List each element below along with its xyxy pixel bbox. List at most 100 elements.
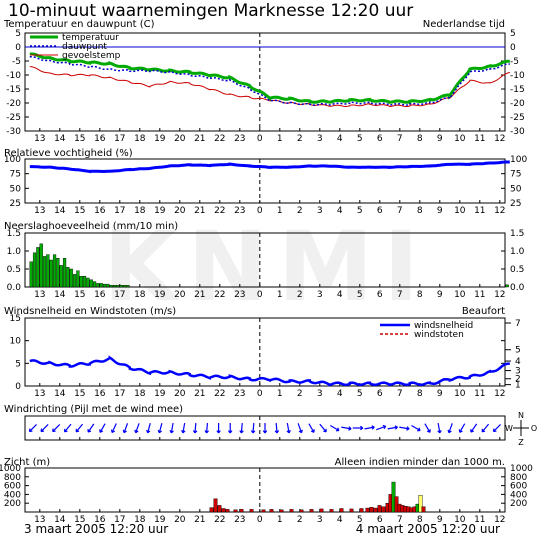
hour-label: 1	[277, 515, 283, 525]
hour-label: 9	[437, 134, 443, 144]
arrow-shaft	[448, 423, 453, 433]
wind-direction-arrow	[329, 424, 340, 432]
hour-label: 6	[377, 134, 383, 144]
hour-label: 15	[74, 206, 85, 216]
beaufort-tick-label: 1	[515, 381, 521, 391]
hour-label: 17	[114, 515, 125, 525]
hour-label: 12	[494, 290, 505, 300]
hour-label: 17	[114, 206, 125, 216]
hour-label: 8	[417, 389, 423, 399]
arrow-shaft	[470, 423, 478, 433]
arrow-shaft	[240, 422, 243, 434]
hour-label: 17	[114, 389, 125, 399]
arrow-head	[181, 429, 186, 434]
y-tick-label-left: 5	[15, 359, 21, 369]
y-tick-label-right: 0.0	[510, 283, 525, 293]
beaufort-tick-label: 5	[515, 346, 521, 356]
wind-direction-arrow	[424, 423, 431, 433]
hour-label: 14	[54, 389, 66, 399]
wind-direction-arrow	[40, 424, 49, 433]
arrow-head	[227, 430, 233, 434]
beaufort-tick-label: 3	[515, 367, 521, 377]
precip-bar	[116, 285, 120, 288]
panel-right-title-beaufort: Beaufort	[462, 306, 505, 317]
hour-label: 7	[397, 389, 403, 399]
visibility-bar	[418, 495, 423, 513]
hour-label: 23	[234, 290, 245, 300]
wind-direction-arrow	[122, 423, 129, 434]
precip-bar	[122, 285, 127, 288]
hour-label: 1	[277, 134, 283, 144]
hour-label: 12	[494, 206, 505, 216]
arrow-head	[52, 428, 56, 433]
hour-label: 11	[474, 515, 485, 525]
precip-bar	[32, 252, 37, 288]
wind-direction-arrow	[99, 423, 106, 433]
y-tick-label-right: 100	[510, 155, 527, 165]
arrow-head	[406, 426, 410, 431]
precip-bar	[112, 285, 117, 288]
arrow-head	[417, 427, 421, 432]
legend-label-dauwpunt: dauwpunt	[62, 42, 107, 52]
y-tick-label-left: 600	[4, 482, 21, 492]
arrow-shaft	[319, 423, 327, 433]
hour-label: 0	[257, 206, 263, 216]
precip-bar	[76, 270, 80, 288]
visibility-bar	[213, 498, 218, 513]
hour-label: 13	[34, 134, 45, 144]
hour-label: 5	[357, 206, 363, 216]
y-tick-label-left: 5	[15, 29, 21, 39]
y-tick-label-left: 1.5	[7, 229, 21, 239]
hour-label: 4	[337, 134, 343, 144]
y-tick-label-left: 15	[10, 314, 21, 324]
hour-label: 18	[134, 389, 146, 399]
hour-label: 3	[317, 389, 323, 399]
wind-direction-arrow	[227, 423, 233, 434]
visibility-bar	[289, 509, 294, 513]
precip-bar	[119, 285, 123, 288]
arrow-shaft	[364, 426, 375, 430]
wind-direction-arrow	[492, 424, 501, 433]
hour-label: 0	[257, 389, 263, 399]
wind-direction-arrow	[447, 423, 453, 434]
panel-title-wind: Windsnelheid en Windstoten (m/s)	[4, 306, 176, 317]
precip-bar	[505, 284, 509, 288]
arrow-head	[323, 428, 327, 433]
arrow-shaft	[194, 422, 197, 434]
wind-direction-arrow	[470, 423, 478, 433]
y-tick-label-right: -10	[510, 71, 525, 81]
wind-direction-arrow	[399, 426, 410, 431]
panel-title-temperature: Temperatuur en dauwpunt (C)	[3, 19, 155, 30]
hour-label: 22	[214, 515, 225, 525]
wind-direction-arrow	[52, 424, 61, 433]
y-tick-label-left: -25	[6, 113, 21, 123]
hour-label: 12	[494, 134, 505, 144]
panel-title-wind-direction: Windrichting (Pijl met de wind mee)	[4, 404, 183, 415]
hour-label: 19	[154, 134, 166, 144]
y-tick-label-left: 0	[15, 382, 21, 392]
y-tick-label-left: 1000	[0, 464, 21, 474]
wind-direction-arrow	[297, 423, 303, 434]
arrow-head	[310, 429, 315, 433]
arrow-shaft	[75, 423, 84, 433]
panel-frame-2	[24, 158, 506, 204]
precip-bar	[39, 243, 43, 288]
compass-label-O: O	[531, 424, 537, 433]
wind-direction-arrow	[28, 424, 37, 433]
arrow-head	[28, 428, 33, 433]
y-tick-label-left: -15	[6, 85, 21, 95]
hour-label: 9	[437, 515, 443, 525]
hour-label: 13	[34, 515, 45, 525]
series-line-humidity	[29, 160, 510, 174]
y-tick-label-right: -25	[510, 113, 525, 123]
hour-label: 13	[34, 206, 45, 216]
arrow-shaft	[297, 423, 303, 433]
wind-direction-arrow	[157, 423, 163, 434]
precip-bar	[49, 259, 53, 288]
visibility-bar	[217, 505, 222, 513]
arrow-shaft	[99, 423, 106, 433]
y-tick-label-right: 0	[510, 43, 516, 53]
visibility-bar	[319, 508, 324, 513]
